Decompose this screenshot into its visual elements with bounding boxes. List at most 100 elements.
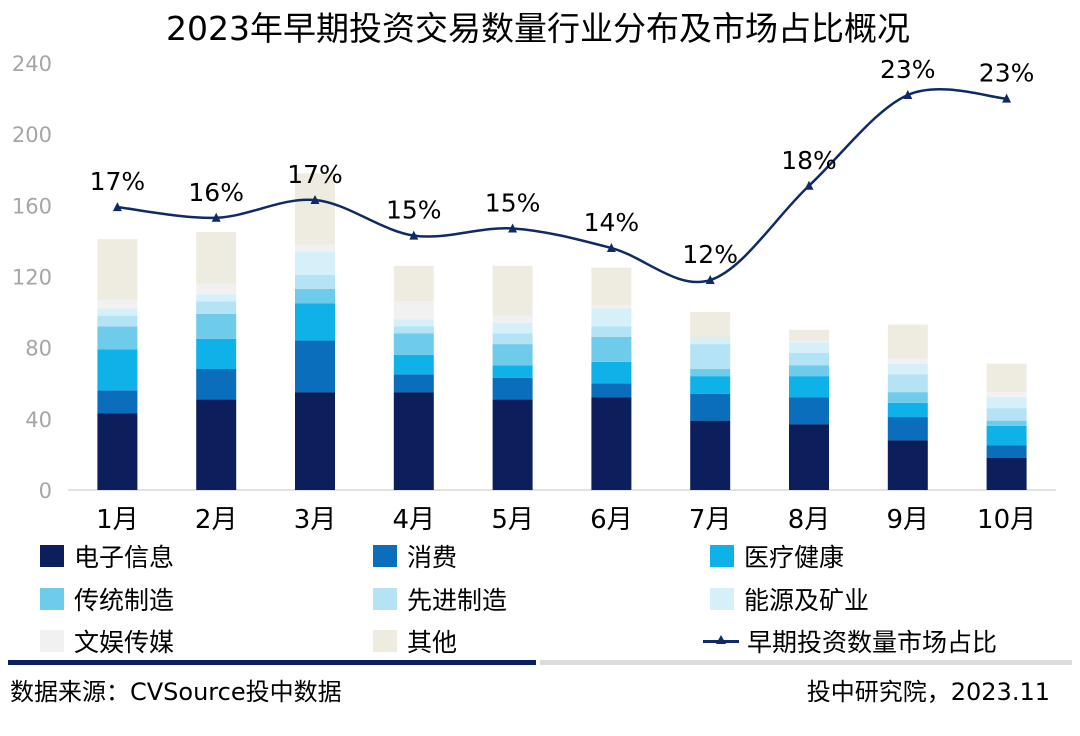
bar-segment	[986, 363, 1027, 393]
legend-item: 传统制造	[40, 581, 174, 617]
bar-segment	[393, 333, 434, 355]
bar-segment	[97, 299, 138, 309]
bar-segment	[887, 363, 928, 375]
line-point-marker	[112, 202, 122, 212]
y-tick-label: 80	[25, 337, 52, 361]
line-data-label: 15%	[485, 188, 541, 217]
publisher: 投中研究院，2023.11	[806, 678, 1050, 706]
bar-segment	[295, 340, 335, 393]
legend-swatch	[373, 630, 397, 652]
y-tick-label: 0	[39, 479, 52, 503]
line-point-marker	[705, 275, 715, 285]
bar-segment	[393, 392, 434, 490]
share-line	[117, 88, 1007, 284]
line-data-label: 16%	[188, 178, 244, 207]
bar-segment	[196, 301, 237, 314]
bar-segment	[690, 420, 731, 490]
legend-line-label: 早期投资数量市场占比	[747, 628, 998, 657]
line-point-marker	[1002, 93, 1012, 103]
x-tick-label: 6月	[590, 505, 633, 535]
x-tick-label: 2月	[195, 505, 238, 535]
bar-segment	[196, 399, 237, 490]
bar-segment	[986, 392, 1027, 398]
x-tick-label: 10月	[977, 505, 1036, 535]
bar-segment	[591, 383, 632, 398]
bar-segment	[591, 308, 632, 327]
bar-segment	[97, 390, 138, 414]
data-source: 数据来源：CVSource投中数据	[10, 678, 342, 706]
bar-segment	[690, 376, 731, 394]
bar-segment	[492, 365, 533, 378]
line-marker-icon	[703, 631, 739, 651]
bar-segment	[789, 329, 829, 341]
line-point-marker	[903, 90, 913, 100]
bar-segment	[986, 420, 1027, 426]
bar-segment	[295, 303, 335, 341]
line-data-label: 23%	[880, 55, 936, 84]
footer-divider-light	[540, 660, 1072, 665]
bar-segment	[97, 315, 138, 327]
y-tick-label: 120	[12, 266, 52, 290]
bar-segment	[591, 326, 632, 337]
bar-segment	[986, 397, 1027, 409]
line-point-marker	[310, 194, 320, 204]
legend-swatch	[40, 545, 64, 567]
bar-segment	[393, 265, 434, 302]
line-point-marker	[211, 212, 221, 222]
footer-divider-dark	[8, 660, 536, 665]
bar-segment	[591, 336, 632, 362]
bar-segment	[196, 369, 237, 400]
bar-segment	[196, 338, 237, 370]
bar-segment	[393, 301, 434, 320]
bar-segment	[492, 344, 533, 366]
legend-swatch	[373, 588, 397, 610]
bar-segment	[887, 402, 928, 418]
line-data-label: 15%	[386, 196, 442, 225]
bar-segment	[591, 361, 632, 384]
legend-swatch	[373, 545, 397, 567]
bar-segment	[789, 424, 829, 490]
legend-swatch	[710, 588, 734, 610]
bar-segment	[986, 408, 1027, 421]
stacked-bar-line-chart: 2023年早期投资交易数量行业分布及市场占比概况 0 40 80 120 160 200 2…	[12, 9, 1056, 535]
bar-segment	[789, 353, 829, 366]
legend-item: 先进制造	[373, 581, 507, 617]
x-tick-label: 9月	[887, 505, 930, 535]
x-tick-label: 1月	[96, 505, 139, 535]
line-data-label: 14%	[584, 208, 640, 237]
line-point-marker	[409, 230, 419, 240]
bar-segment	[492, 322, 533, 334]
bar-segment	[887, 417, 928, 441]
bar-segment	[591, 267, 632, 305]
bar-segment	[295, 288, 335, 304]
legend-item-line: 早期投资数量市场占比	[703, 623, 997, 659]
bar-segment	[492, 377, 533, 400]
line-point-marker	[606, 243, 616, 253]
bar-segment	[887, 324, 928, 359]
y-tick-label: 200	[12, 123, 52, 147]
y-tick-label: 240	[12, 52, 52, 76]
bar-segment	[789, 397, 829, 425]
legend-item: 能源及矿业	[710, 581, 869, 617]
bar-segment	[295, 251, 335, 275]
line-point-marker	[804, 180, 814, 190]
bar-segment	[295, 274, 335, 289]
line-data-label: 23%	[979, 59, 1035, 88]
line-point-marker	[508, 223, 518, 233]
bar-segment	[591, 304, 632, 309]
bar-segment	[887, 374, 928, 393]
bar-segment	[789, 376, 829, 398]
legend-label: 医疗健康	[744, 543, 845, 572]
bar-segment	[690, 344, 731, 370]
bar-segment	[789, 365, 829, 377]
bar-segment	[196, 232, 237, 284]
legend-label: 电子信息	[74, 543, 175, 572]
bar-segment	[591, 397, 632, 490]
bar-segment	[393, 319, 434, 327]
legend-swatch	[40, 630, 64, 652]
bar-segment	[887, 358, 928, 364]
y-tick-label: 40	[25, 408, 52, 432]
line-data-label: 17%	[90, 167, 146, 196]
bar-segment	[789, 340, 829, 343]
bar-segment	[690, 336, 731, 345]
